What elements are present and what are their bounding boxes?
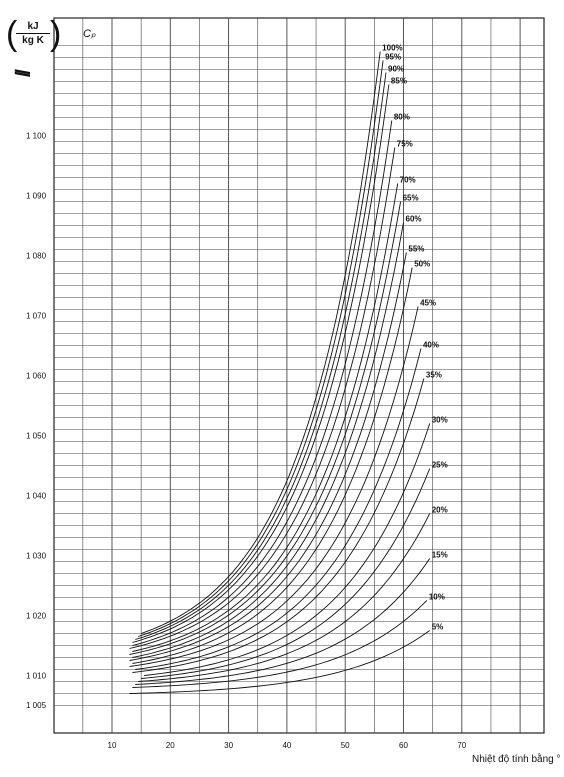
y-tick-label: 1 090 xyxy=(26,192,47,201)
unit-denominator: kg K xyxy=(22,35,44,46)
y-tick-label: 1 005 xyxy=(26,701,47,710)
series-line xyxy=(129,252,407,661)
series-line xyxy=(132,267,413,664)
series-label: 80% xyxy=(394,113,410,122)
series-line xyxy=(132,378,425,673)
series-line xyxy=(141,468,431,679)
y-tick-label: 1 020 xyxy=(26,612,47,621)
series-label: 70% xyxy=(400,176,416,185)
series-line xyxy=(138,513,431,682)
series-label: 85% xyxy=(391,77,407,86)
series-line xyxy=(132,84,390,643)
series-label: 50% xyxy=(414,260,430,269)
series-label: 30% xyxy=(432,416,448,425)
series-label: 100% xyxy=(382,44,402,53)
series-lines xyxy=(129,51,431,694)
y-axis-symbol: Cₚ xyxy=(83,28,96,40)
grid xyxy=(53,17,545,734)
x-tick-label: 20 xyxy=(166,741,175,750)
series-line xyxy=(135,348,422,670)
y-tick-label: 1 050 xyxy=(26,432,47,441)
x-tick-label: 30 xyxy=(224,741,233,750)
series-label: 10% xyxy=(429,593,445,602)
series-line xyxy=(141,51,381,634)
series-label: 65% xyxy=(403,194,419,203)
x-axis-label: Nhiệt độ tính bằng ° xyxy=(472,754,561,765)
y-tick-label: 1 070 xyxy=(26,312,47,321)
y-tick-label: 1 100 xyxy=(26,132,47,141)
x-tick-label: 40 xyxy=(282,741,291,750)
series-label: 75% xyxy=(397,140,413,149)
series-line xyxy=(138,60,384,637)
plot-frame xyxy=(53,17,545,734)
series-line xyxy=(132,120,393,646)
series-label: 20% xyxy=(432,506,448,515)
x-tick-label: 70 xyxy=(457,741,466,750)
axis-break-icon: // xyxy=(10,68,33,75)
series-label: 45% xyxy=(420,299,436,308)
y-tick-labels: 1 005 1 010 1 020 1 030 1 040 1 050 1 060 1 070… xyxy=(26,132,47,711)
series-line xyxy=(135,558,431,685)
series-line xyxy=(129,630,430,694)
y-tick-label: 1 040 xyxy=(26,492,47,501)
series-label: 15% xyxy=(432,551,448,560)
series-line xyxy=(132,600,428,688)
series-line xyxy=(129,306,419,667)
series-line xyxy=(129,147,396,649)
x-tick-label: 10 xyxy=(108,741,117,750)
series-line xyxy=(144,423,431,676)
x-tick-labels: 10 20 30 40 50 60 70 xyxy=(108,741,467,750)
series-labels: 5% 10% 15% 20% 25% 30% 35% 40% 45% 50% 55% 60% 65% 70… xyxy=(382,44,448,632)
series-line xyxy=(132,183,399,652)
series-line xyxy=(129,201,402,655)
series-label: 5% xyxy=(432,623,444,632)
series-label: 40% xyxy=(423,341,439,350)
y-axis-unit: ( kJ kg K ) xyxy=(6,15,62,53)
series-line xyxy=(135,72,387,640)
y-tick-label: 1 080 xyxy=(26,252,47,261)
x-tick-label: 60 xyxy=(399,741,408,750)
series-label: 35% xyxy=(426,371,442,380)
series-label: 90% xyxy=(388,65,404,74)
x-tick-label: 50 xyxy=(341,741,350,750)
series-label: 25% xyxy=(432,461,448,470)
y-tick-label: 1 060 xyxy=(26,372,47,381)
series-line xyxy=(132,222,404,658)
series-label: 60% xyxy=(406,215,422,224)
unit-numerator: kJ xyxy=(16,21,50,34)
series-label: 55% xyxy=(408,245,424,254)
series-label: 95% xyxy=(385,53,401,62)
y-tick-label: 1 030 xyxy=(26,552,47,561)
y-tick-label: 1 010 xyxy=(26,672,47,681)
